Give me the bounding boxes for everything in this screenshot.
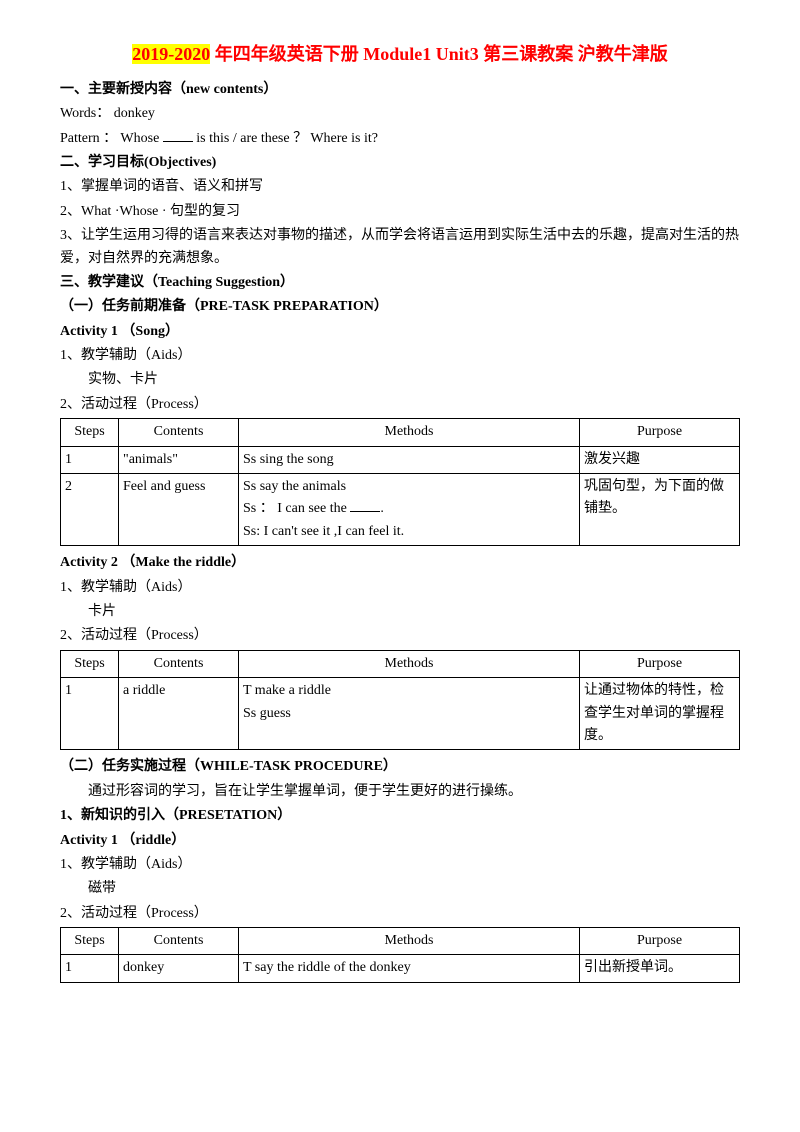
section-1-heading: 一、主要新授内容（new contents） — [60, 79, 740, 101]
table-activity-3: Steps Contents Methods Purpose 1 donkey … — [60, 927, 740, 983]
cell-purpose: 激发兴趣 — [580, 446, 740, 473]
table-row: 1 a riddle T make a riddle Ss guess 让通过物… — [61, 678, 740, 750]
cell-step: 1 — [61, 955, 119, 982]
cell-contents: Feel and guess — [119, 474, 239, 546]
activity-1-heading: Activity 1 （Song） — [60, 321, 740, 343]
blank-fill — [163, 128, 193, 142]
subsection-1-heading: （一）任务前期准备（PRE-TASK PREPARATION） — [60, 296, 740, 318]
th-purpose: Purpose — [580, 419, 740, 446]
th-purpose: Purpose — [580, 928, 740, 955]
page-title: 2019-2020 年四年级英语下册 Module1 Unit3 第三课教案 沪… — [60, 40, 740, 69]
th-contents: Contents — [119, 419, 239, 446]
subsection-2-heading: （二）任务实施过程（WHILE-TASK PROCEDURE） — [60, 756, 740, 778]
table-row: Steps Contents Methods Purpose — [61, 928, 740, 955]
objective-1: 1、掌握单词的语音、语义和拼写 — [60, 176, 740, 198]
cell-methods: Ss sing the song — [239, 446, 580, 473]
th-steps: Steps — [61, 419, 119, 446]
method-text: Ss ： I can see the — [243, 501, 350, 516]
table-row: 1 donkey T say the riddle of the donkey … — [61, 955, 740, 982]
words-line: Words： donkey — [60, 103, 740, 125]
aids-label: 1、教学辅助（Aids） — [60, 345, 740, 367]
table-activity-2: Steps Contents Methods Purpose 1 a riddl… — [60, 650, 740, 751]
section-2-heading: 二、学习目标(Objectives) — [60, 152, 740, 174]
title-rest: 年四年级英语下册 Module1 Unit3 第三课教案 沪教牛津版 — [210, 44, 668, 64]
aids-label: 1、教学辅助（Aids） — [60, 577, 740, 599]
table-row: 2 Feel and guess Ss say the animals Ss ：… — [61, 474, 740, 546]
th-contents: Contents — [119, 650, 239, 677]
cell-purpose: 让通过物体的特性，检查学生对单词的掌握程度。 — [580, 678, 740, 750]
objective-3: 3、让学生运用习得的语言来表达对事物的描述，从而学会将语言运用到实际生活中去的乐… — [60, 225, 740, 270]
activity-3-heading: Activity 1 （riddle） — [60, 830, 740, 852]
th-steps: Steps — [61, 928, 119, 955]
cell-contents: a riddle — [119, 678, 239, 750]
cell-purpose: 巩固句型，为下面的做铺垫。 — [580, 474, 740, 546]
method-line: Ss say the animals — [243, 476, 575, 498]
th-methods: Methods — [239, 650, 580, 677]
table-row: 1 "animals" Ss sing the song 激发兴趣 — [61, 446, 740, 473]
section-3-heading: 三、教学建议（Teaching Suggestion） — [60, 272, 740, 294]
subsection-2-desc: 通过形容词的学习，旨在让学生掌握单词，便于学生更好的进行操练。 — [60, 781, 740, 803]
process-label: 2、活动过程（Process） — [60, 903, 740, 925]
th-methods: Methods — [239, 419, 580, 446]
method-line: Ss guess — [243, 703, 575, 725]
cell-contents: donkey — [119, 955, 239, 982]
th-methods: Methods — [239, 928, 580, 955]
pattern-line: Pattern ： Whose is this / are these ？ Wh… — [60, 128, 740, 150]
method-line: T make a riddle — [243, 680, 575, 702]
th-contents: Contents — [119, 928, 239, 955]
cell-step: 1 — [61, 678, 119, 750]
method-line: Ss ： I can see the . — [243, 498, 575, 520]
blank-fill — [350, 498, 380, 512]
title-highlight: 2019-2020 — [132, 44, 210, 64]
table-row: Steps Contents Methods Purpose — [61, 650, 740, 677]
activity-3-aids: 磁带 — [60, 878, 740, 900]
cell-step: 1 — [61, 446, 119, 473]
presentation-heading: 1、新知识的引入（PRESETATION） — [60, 805, 740, 827]
table-activity-1: Steps Contents Methods Purpose 1 "animal… — [60, 418, 740, 546]
activity-2-aids: 卡片 — [60, 601, 740, 623]
th-steps: Steps — [61, 650, 119, 677]
activity-1-aids: 实物、卡片 — [60, 369, 740, 391]
pattern-suffix: is this / are these ？ Where is it? — [193, 131, 378, 146]
cell-purpose: 引出新授单词。 — [580, 955, 740, 982]
aids-label: 1、教学辅助（Aids） — [60, 854, 740, 876]
cell-step: 2 — [61, 474, 119, 546]
objective-2: 2、What ·Whose · 句型的复习 — [60, 201, 740, 223]
table-row: Steps Contents Methods Purpose — [61, 419, 740, 446]
process-label: 2、活动过程（Process） — [60, 394, 740, 416]
pattern-prefix: Pattern ： Whose — [60, 131, 163, 146]
th-purpose: Purpose — [580, 650, 740, 677]
method-line: Ss: I can't see it ,I can feel it. — [243, 521, 575, 543]
cell-contents: "animals" — [119, 446, 239, 473]
cell-methods: T say the riddle of the donkey — [239, 955, 580, 982]
method-text: . — [380, 501, 384, 516]
cell-methods: T make a riddle Ss guess — [239, 678, 580, 750]
process-label: 2、活动过程（Process） — [60, 625, 740, 647]
activity-2-heading: Activity 2 （Make the riddle） — [60, 552, 740, 574]
cell-methods: Ss say the animals Ss ： I can see the . … — [239, 474, 580, 546]
